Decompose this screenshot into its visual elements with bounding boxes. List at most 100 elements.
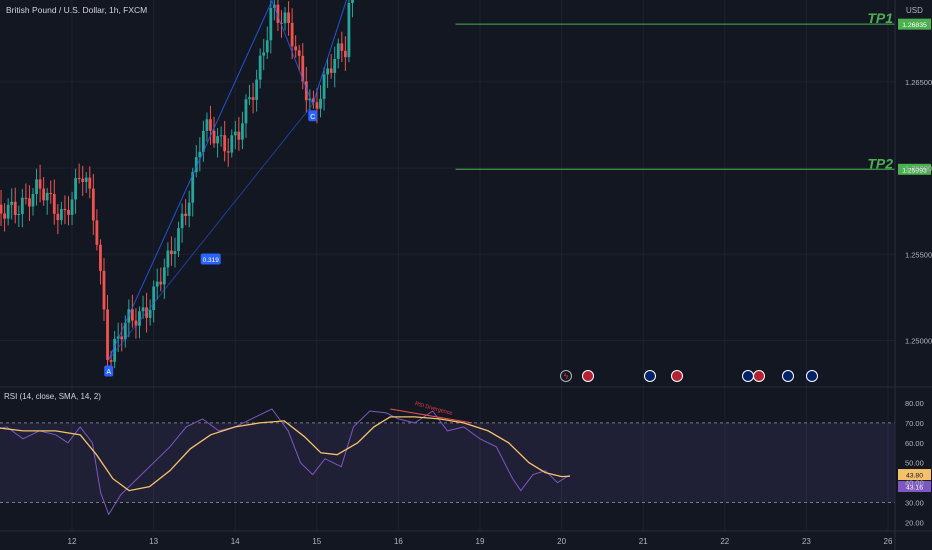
candle-body <box>258 55 262 80</box>
candle-body <box>170 250 173 255</box>
candle-body <box>24 197 28 199</box>
candles <box>0 0 354 377</box>
rsi-ma-value-text: 43.16 <box>906 485 923 492</box>
candle-body <box>205 119 209 131</box>
levels: Stop Loss1.28502Entry1.27660TP11.26835TP… <box>455 10 931 175</box>
us-flag-icon[interactable] <box>582 370 594 382</box>
candle-body <box>319 98 322 109</box>
tp2-price-tag <box>898 163 931 175</box>
time-tick-label: 14 <box>231 537 240 546</box>
pattern-point-label: A <box>106 369 111 376</box>
candle-body <box>77 177 81 179</box>
candle-body <box>191 172 195 203</box>
tp2-label: TP2 <box>867 155 893 171</box>
rsi-line <box>0 408 571 516</box>
candle-body <box>120 336 124 340</box>
candle-body <box>180 213 184 229</box>
candle-body <box>113 338 117 362</box>
candle-body <box>333 58 337 73</box>
candle-body <box>52 194 56 214</box>
pattern-leg <box>108 103 314 360</box>
candle-body <box>265 40 269 53</box>
rsi-value-tag <box>898 469 931 481</box>
candle-body <box>42 188 46 201</box>
candle-body <box>336 43 340 59</box>
candle-body <box>56 213 60 221</box>
candle-body <box>70 199 74 215</box>
rsi-tick-label: 30.00 <box>905 499 924 508</box>
candle-body <box>13 201 17 216</box>
rsi-value-text: 43.80 <box>906 473 923 480</box>
rsi-tick-label: 80.00 <box>905 399 924 408</box>
flash-icon-glyph: ϟ <box>564 372 569 381</box>
time-tick-label: 12 <box>68 537 77 546</box>
candle-body <box>201 130 205 152</box>
candle-body <box>95 220 99 245</box>
price-tick-label: 1.26500 <box>905 78 932 87</box>
price-axis[interactable]: 1.250001.255001.260001.265001.270001.275… <box>905 0 932 346</box>
candle-body <box>251 97 255 100</box>
candle-body <box>123 322 127 340</box>
candle-body <box>219 135 223 137</box>
symbol-title[interactable]: British Pound / U.S. Dollar, 1h, FXCM <box>6 5 147 15</box>
candle-body <box>10 201 14 205</box>
grid <box>0 0 895 531</box>
candle-body <box>290 22 294 47</box>
us-flag-icon[interactable] <box>671 370 683 382</box>
candle-body <box>209 119 212 131</box>
rsi-ma-line <box>0 416 570 492</box>
candle-body <box>248 97 251 100</box>
candle-body <box>280 22 283 24</box>
economic-events[interactable]: ϟ <box>560 370 818 382</box>
price-tick-label: 1.26000 <box>905 164 932 173</box>
candle-body <box>177 228 180 252</box>
candle-body <box>106 309 109 361</box>
time-tick-label: 26 <box>884 537 893 546</box>
tp1-price-text: 1.26835 <box>902 22 927 29</box>
us-flag-icon[interactable] <box>753 370 765 382</box>
candle-body <box>343 50 347 58</box>
candle-body <box>223 135 227 152</box>
pattern-point-label: C <box>310 114 315 121</box>
candle-body <box>91 188 95 221</box>
candle-body <box>301 55 305 82</box>
candle-body <box>3 213 6 219</box>
pattern-leg <box>271 0 314 105</box>
uk-flag-icon[interactable] <box>782 370 794 382</box>
candle-body <box>241 123 244 140</box>
rsi-title[interactable]: RSI (14, close, SMA, 14, 2) <box>4 392 101 401</box>
candle-body <box>276 4 280 23</box>
candle-body <box>138 311 141 326</box>
uk-flag-icon[interactable] <box>806 370 818 382</box>
rsi-axis[interactable]: 20.00 30.00 40.00 50.00 60.00 70.00 80.00 <box>905 399 924 527</box>
candle-body <box>59 209 63 221</box>
rsi-ma-value-tag <box>898 481 931 493</box>
candle-body <box>283 12 287 24</box>
candle-body <box>0 204 3 214</box>
tp1-price-tag <box>898 18 931 30</box>
time-tick-label: 21 <box>639 537 648 546</box>
candle-body <box>155 281 159 287</box>
uk-flag-icon[interactable] <box>742 370 754 382</box>
candle-body <box>244 99 248 124</box>
candle-body <box>28 198 31 207</box>
candle-body <box>49 192 53 195</box>
rsi-tick-label: 60.00 <box>905 439 924 448</box>
price-tick-label: 1.25000 <box>905 337 932 346</box>
candle-body <box>67 209 70 215</box>
flash-icon[interactable] <box>560 370 572 382</box>
candle-body <box>99 244 102 271</box>
pattern-drawing: ABCD0.3193.193Left ShoulderHdRight Shoul… <box>104 0 348 377</box>
time-axis[interactable]: 12 13 14 15 16 19 20 21 22 23 26 <box>68 537 893 546</box>
candle-body <box>329 68 333 73</box>
rsi-tick-label: 50.00 <box>905 459 924 468</box>
pattern-point-badge <box>104 365 114 377</box>
candle-body <box>159 281 163 285</box>
uk-flag-icon[interactable] <box>644 370 656 382</box>
candle-body <box>130 309 134 321</box>
candle-body <box>81 178 85 182</box>
candle-body <box>173 251 177 255</box>
